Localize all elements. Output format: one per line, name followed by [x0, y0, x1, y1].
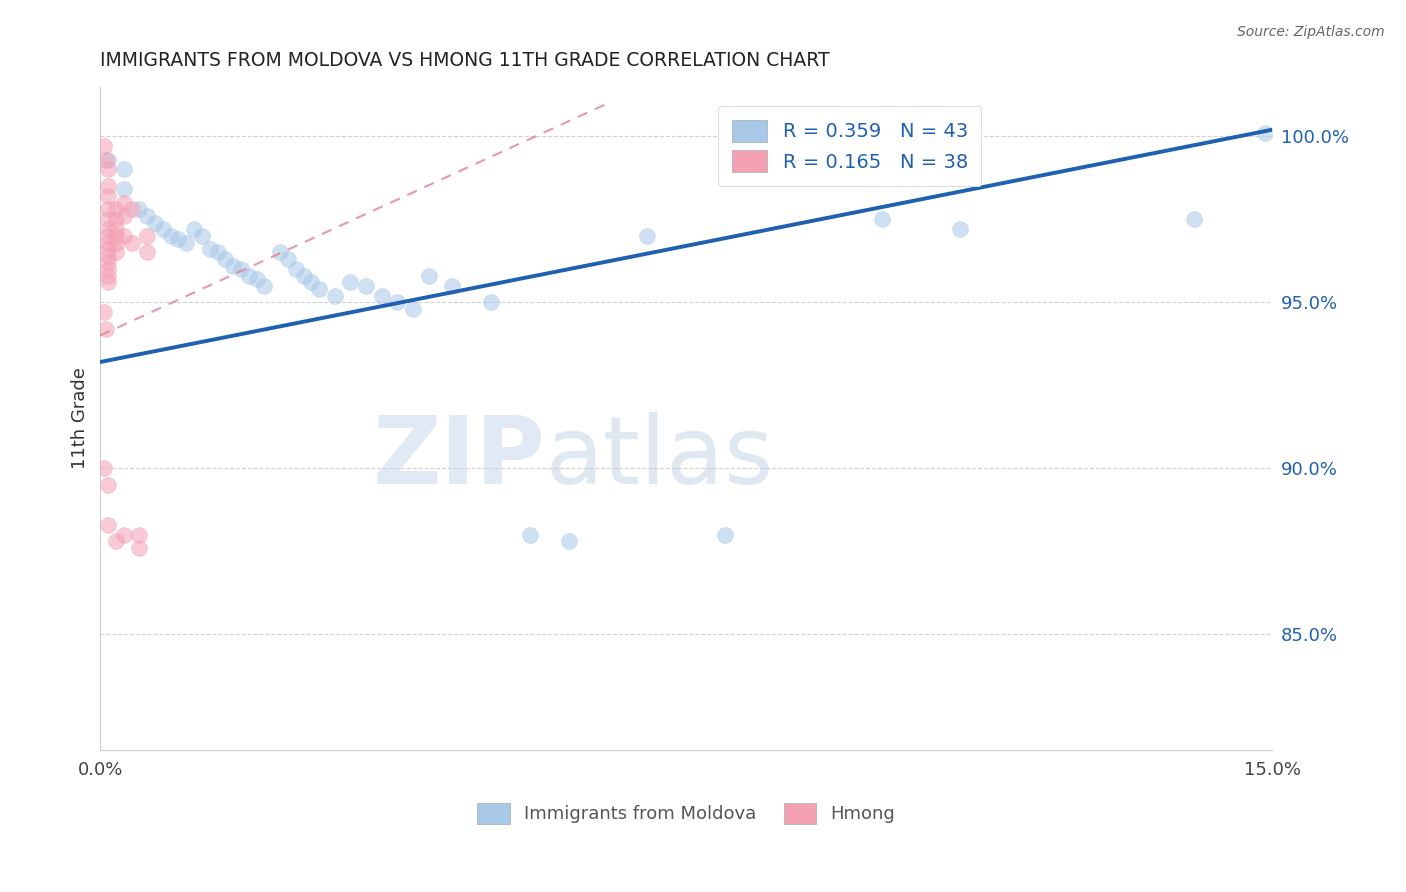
Point [97, 249, 120, 263]
Legend: Immigrants from Moldova, Hmong: Immigrants from Moldova, Hmong [470, 796, 903, 831]
Point [1253, 126, 1275, 140]
Point [558, 534, 581, 549]
Point [97, 179, 120, 194]
Point [104, 212, 127, 227]
Point [112, 162, 135, 177]
Point [97, 262, 120, 277]
Point [253, 278, 276, 293]
Point [152, 222, 174, 236]
Point [269, 245, 291, 260]
Point [207, 245, 229, 260]
Point [97, 276, 120, 290]
Point [198, 242, 221, 256]
Point [191, 228, 214, 243]
Point [93, 305, 115, 319]
Point [519, 527, 541, 541]
Point [299, 276, 322, 290]
Point [93, 461, 115, 475]
Point [97, 242, 120, 256]
Point [183, 222, 205, 236]
Y-axis label: 11th Grade: 11th Grade [72, 368, 89, 469]
Point [222, 259, 245, 273]
Point [97, 477, 120, 491]
Point [402, 301, 425, 316]
Point [112, 195, 135, 210]
Point [97, 189, 120, 203]
Point [97, 202, 120, 217]
Point [440, 278, 463, 293]
Point [292, 268, 315, 283]
Point [418, 268, 440, 283]
Point [136, 209, 159, 223]
Point [93, 139, 115, 153]
Point [167, 232, 190, 246]
Point [636, 228, 658, 243]
Point [870, 212, 893, 227]
Point [97, 212, 120, 227]
Point [176, 235, 198, 250]
Point [339, 276, 361, 290]
Point [136, 245, 159, 260]
Point [94, 322, 117, 336]
Point [1182, 212, 1205, 227]
Point [136, 228, 159, 243]
Point [229, 262, 252, 277]
Point [159, 228, 181, 243]
Point [104, 235, 127, 250]
Point [479, 295, 502, 310]
Point [97, 255, 120, 269]
Point [308, 282, 330, 296]
Point [97, 228, 120, 243]
Point [112, 527, 135, 541]
Text: atlas: atlas [546, 412, 775, 504]
Text: IMMIGRANTS FROM MOLDOVA VS HMONG 11TH GRADE CORRELATION CHART: IMMIGRANTS FROM MOLDOVA VS HMONG 11TH GR… [100, 51, 830, 70]
Point [121, 202, 143, 217]
Point [949, 222, 972, 236]
Point [277, 252, 299, 266]
Point [387, 295, 409, 310]
Point [128, 527, 150, 541]
Point [112, 182, 135, 196]
Point [284, 262, 307, 277]
Point [143, 216, 166, 230]
Point [354, 278, 377, 293]
Point [97, 235, 120, 250]
Point [112, 209, 135, 223]
Point [104, 202, 127, 217]
Point [97, 222, 120, 236]
Point [97, 153, 120, 167]
Point [128, 202, 150, 217]
Text: ZIP: ZIP [373, 412, 546, 504]
Point [104, 222, 127, 236]
Point [714, 527, 737, 541]
Point [121, 235, 143, 250]
Point [238, 268, 260, 283]
Point [97, 517, 120, 532]
Point [112, 228, 135, 243]
Point [97, 162, 120, 177]
Point [214, 252, 236, 266]
Point [104, 228, 127, 243]
Point [246, 272, 269, 286]
Point [104, 534, 127, 549]
Text: Source: ZipAtlas.com: Source: ZipAtlas.com [1237, 25, 1385, 39]
Point [370, 288, 392, 302]
Point [97, 268, 120, 283]
Point [94, 153, 117, 167]
Point [323, 288, 346, 302]
Point [104, 245, 127, 260]
Point [128, 541, 150, 555]
